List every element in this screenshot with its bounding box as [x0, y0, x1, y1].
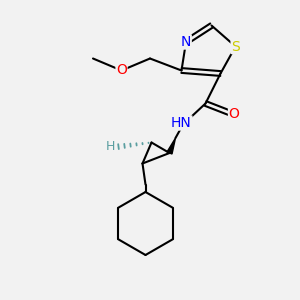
Polygon shape: [167, 138, 176, 154]
Text: H: H: [105, 140, 115, 154]
Text: O: O: [229, 107, 239, 121]
Text: HN: HN: [171, 116, 192, 130]
Text: S: S: [231, 40, 240, 53]
Text: N: N: [181, 35, 191, 49]
Text: O: O: [116, 64, 127, 77]
